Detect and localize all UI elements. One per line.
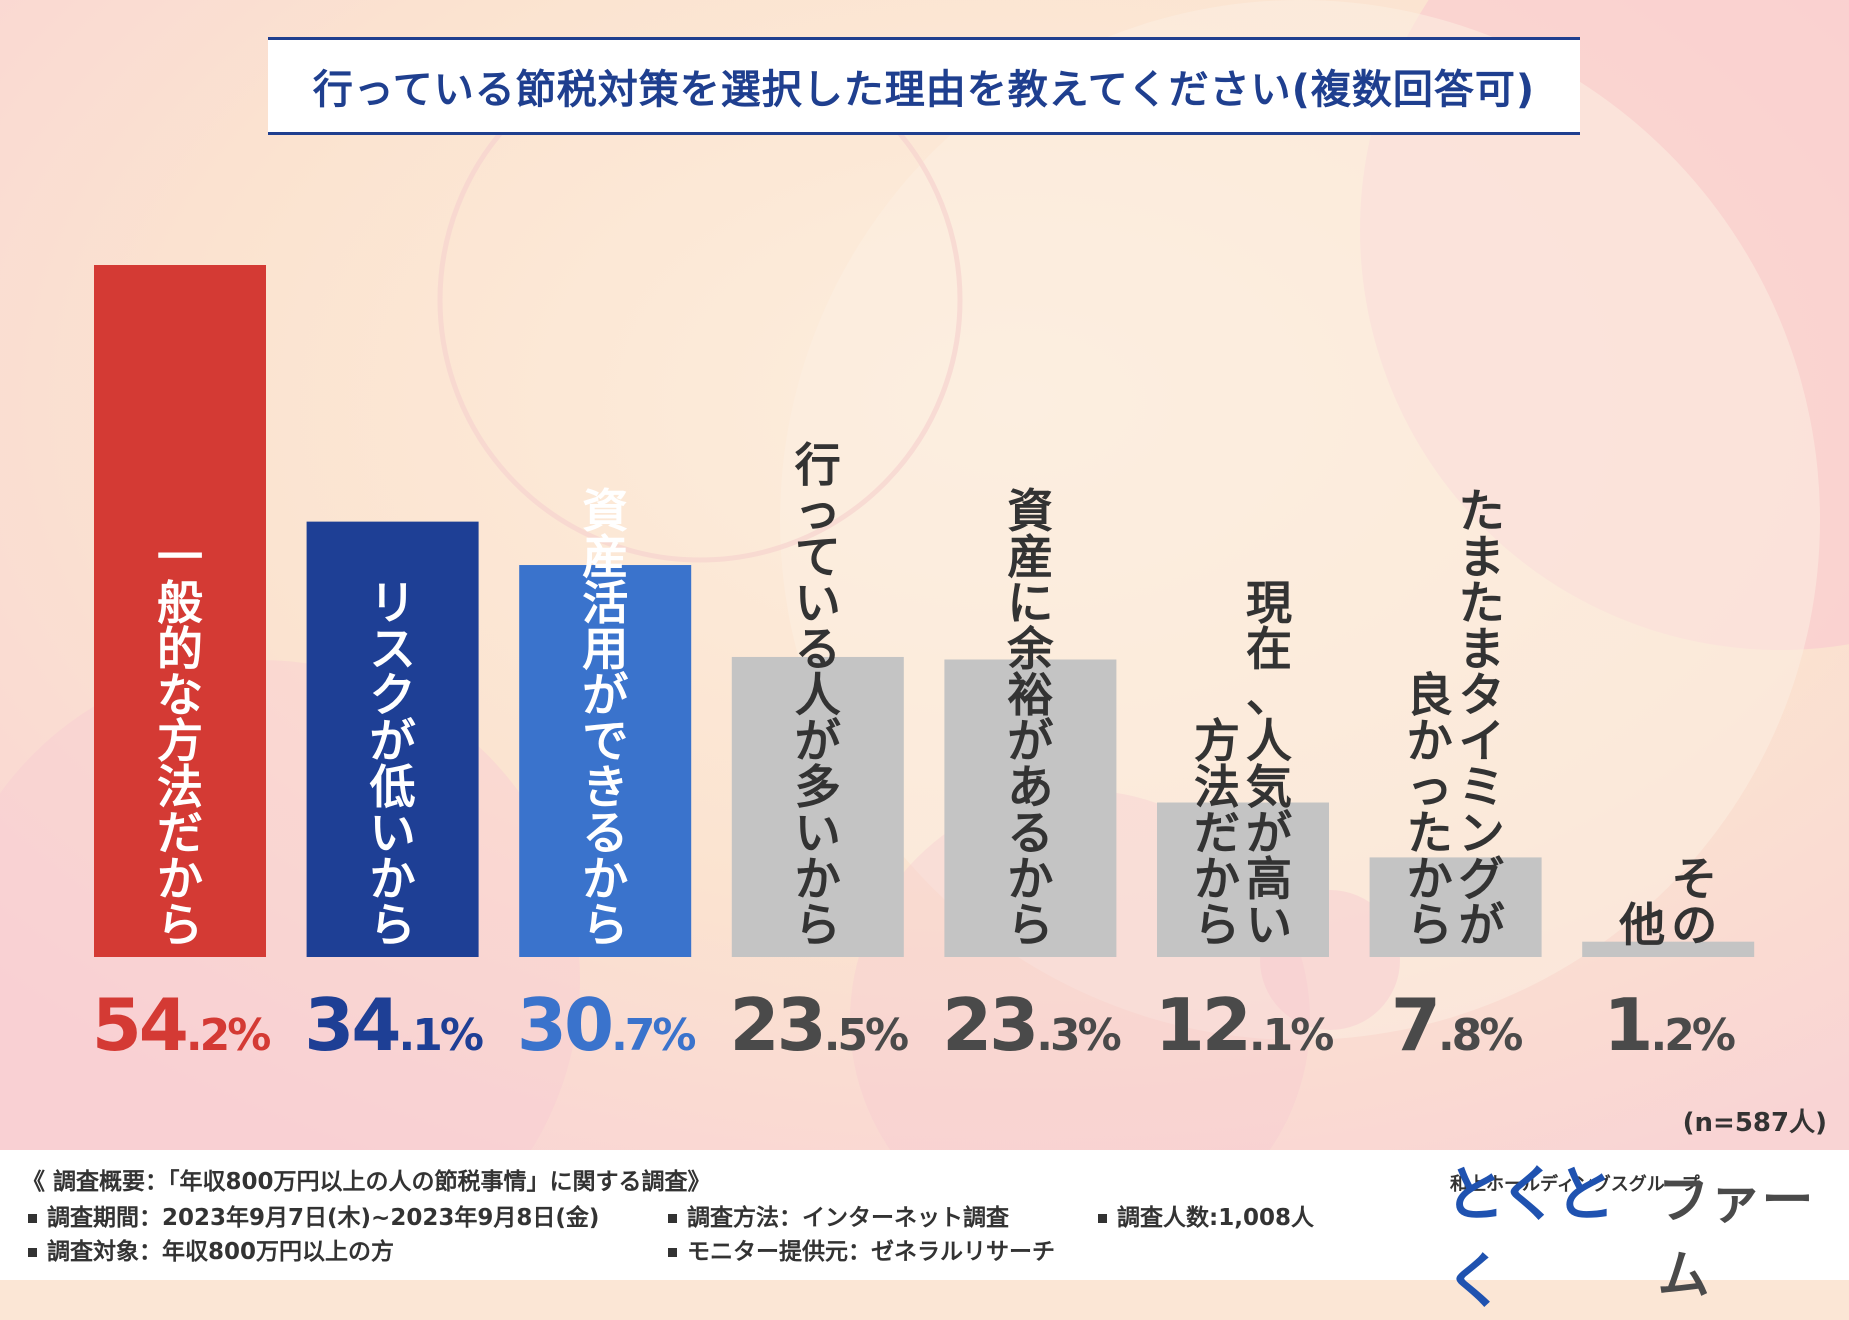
category-label-1: リスクが低いから [370, 576, 416, 952]
survey-method: 調査方法：インターネット調査 [668, 1198, 1009, 1232]
bar-6 [1369, 857, 1542, 957]
bar-chart: 一般的な方法だから 54.2% リスクが低いから 34.1% 資産活用ができるから 30.… [92, 265, 1755, 1067]
brand-logo-toku: とくとく [1445, 1160, 1615, 1317]
bar-5 [1157, 802, 1329, 957]
category-label-6-line1: 良かったから [1407, 668, 1453, 952]
brand-group-name: 和上ホールディングスグループ [1450, 1174, 1700, 1195]
bar-4 [944, 659, 1117, 957]
category-label-2: 資産活用ができるから [582, 484, 628, 952]
category-label-7-line1: 他 [1618, 898, 1665, 952]
category-label-4: 資産に余裕があるから [1006, 484, 1054, 952]
brand-logo-farm: ファーム [1657, 1171, 1814, 1306]
chart-title-box: 行っている節税対策を選択した理由を教えてください(複数回答可) [268, 37, 1580, 135]
value-label-3: 23.5% [729, 983, 908, 1067]
value-label-6: 7.8% [1391, 983, 1522, 1067]
bar-1 [306, 521, 479, 957]
category-label-7-line0: その [1671, 852, 1717, 952]
sample-size: (n=587人) [1682, 1108, 1827, 1138]
category-label-0: 一般的な方法だから [157, 530, 203, 952]
value-label-2: 30.7% [517, 983, 696, 1067]
survey-footer: 《 調査概要：「年収800万円以上の人の節税事情」に関する調査》 調査期間：20… [0, 1150, 1849, 1317]
value-label-4: 23.3% [942, 983, 1121, 1067]
category-label-5-line0: 現在、人気が高い [1246, 576, 1292, 952]
brand-logo: とくとく ファーム [1445, 1160, 1849, 1317]
bar-2 [519, 565, 692, 957]
survey-overview-title: 《 調査概要：「年収800万円以上の人の節税事情」に関する調査》 [22, 1169, 711, 1195]
bar-7 [1582, 941, 1755, 957]
survey-target: 調査対象：年収800万円以上の方 [28, 1232, 394, 1266]
value-label-7: 1.2% [1603, 983, 1734, 1067]
category-label-3: 行っている人が多いから [795, 438, 841, 952]
bar-3 [731, 656, 904, 957]
survey-period: 調査期間：2023年9月7日(木)~2023年9月8日(金) [28, 1198, 599, 1232]
bar-0 [94, 265, 266, 957]
value-label-5: 12.1% [1155, 983, 1334, 1067]
chart-title: 行っている節税対策を選択した理由を教えてください(複数回答可) [312, 67, 1536, 113]
survey-count: 調査人数:1,008人 [1098, 1198, 1314, 1232]
survey-provider: モニター提供元：ゼネラルリサーチ [668, 1232, 1055, 1266]
category-label-6-line0: たまたまタイミングが [1459, 484, 1505, 952]
value-label-0: 54.2% [92, 983, 271, 1067]
background-decoration [0, 0, 1849, 1150]
category-label-5-line1: 方法だから [1194, 714, 1240, 952]
value-label-1: 34.1% [304, 983, 483, 1067]
